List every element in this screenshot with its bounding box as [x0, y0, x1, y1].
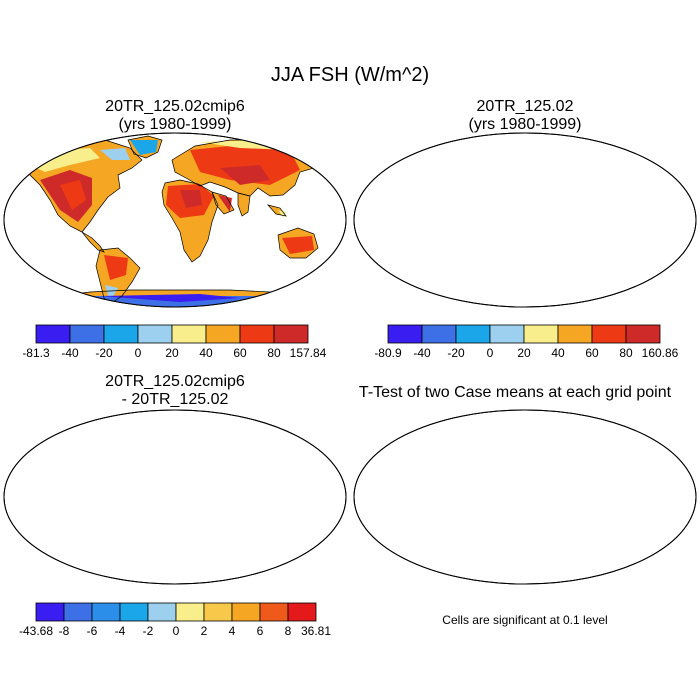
colorbar-swatch: [35, 602, 65, 622]
colorbar-tick-label: -20: [447, 346, 465, 360]
panel-title-line2: (yrs 1980-1999): [118, 116, 232, 133]
colorbar-swatch: [455, 324, 491, 344]
panel-title-line2: - 20TR_125.02: [121, 391, 229, 408]
colorbar-tick-label: -81.3: [22, 346, 50, 360]
colorbar-tick-label: 60: [585, 346, 599, 360]
colorbar-a: -81.3 -40 -20 0 20 40 60 80 157.84: [22, 324, 327, 360]
colorbar-tick-label: -2: [143, 624, 154, 638]
map-panel-d: [353, 409, 697, 585]
panel-title: 20TR_125.02cmip6 - 20TR_125.02: [20, 373, 330, 409]
colorbar-b: -80.9 -40 -20 0 20 40 60 80 160.86: [374, 324, 679, 360]
colorbar-swatch: [421, 324, 457, 344]
colorbar-swatch: [203, 602, 233, 622]
colorbar-swatch: [119, 602, 149, 622]
colorbar-tick-label: -4: [115, 624, 126, 638]
colorbar-tick-label: 20: [165, 346, 179, 360]
panel-title-line1: 20TR_125.02: [476, 98, 574, 115]
significance-note: Cells are significant at 0.1 level: [442, 613, 608, 627]
colorbar-swatch: [625, 324, 661, 344]
colorbar-swatch: [103, 324, 139, 344]
colorbar-swatch: [273, 324, 309, 344]
colorbar-tick-label: -43.68: [19, 624, 53, 638]
colorbar-swatch: [137, 324, 173, 344]
panel-title-line2: (yrs 1980-1999): [468, 116, 582, 133]
colorbar-swatch: [287, 602, 317, 622]
map-panel-b: [353, 132, 697, 308]
colorbar-swatch: [591, 324, 627, 344]
colorbar-swatch: [239, 324, 275, 344]
colorbar-tick-label: 20: [517, 346, 531, 360]
colorbar-swatch: [557, 324, 593, 344]
colorbar-tick-label: 160.86: [642, 346, 679, 360]
colorbar-tick-label: 4: [229, 624, 236, 638]
colorbar-tick-label: 8: [285, 624, 292, 638]
main-title: JJA FSH (W/m^2): [270, 64, 430, 86]
colorbar-tick-label: -20: [95, 346, 113, 360]
colorbar-swatch: [69, 324, 105, 344]
colorbar-swatch: [175, 602, 205, 622]
map-panel-a: [3, 132, 347, 308]
panel-title: 20TR_125.02cmip6 (yrs 1980-1999): [20, 98, 330, 134]
panel-title-line1: 20TR_125.02cmip6: [105, 373, 245, 390]
colorbar-tick-label: 0: [173, 624, 180, 638]
colorbar-c: -43.68 -8 -6 -4 -2 0 2 4 6 8 36.81: [19, 602, 331, 638]
panel-title: T-Test of two Case means at each grid po…: [355, 384, 675, 402]
colorbar-swatch: [91, 602, 121, 622]
colorbar-tick-label: -6: [87, 624, 98, 638]
colorbar-swatch: [387, 324, 423, 344]
colorbar-tick-label: 36.81: [301, 624, 331, 638]
colorbar-tick-label: -40: [413, 346, 431, 360]
colorbar-tick-label: 0: [135, 346, 142, 360]
colorbar-swatch: [259, 602, 289, 622]
colorbar-tick-label: 157.84: [290, 346, 327, 360]
panel-title: 20TR_125.02 (yrs 1980-1999): [370, 98, 680, 134]
colorbar-tick-label: 6: [257, 624, 264, 638]
colorbar-swatch: [231, 602, 261, 622]
colorbar-tick-label: 0: [487, 346, 494, 360]
colorbar-tick-label: 40: [551, 346, 565, 360]
colorbar-swatch: [489, 324, 525, 344]
colorbar-swatch: [171, 324, 207, 344]
panel-title-line1: 20TR_125.02cmip6: [105, 98, 245, 115]
colorbar-tick-label: 80: [267, 346, 281, 360]
colorbar-tick-label: -80.9: [374, 346, 402, 360]
colorbar-swatch: [63, 602, 93, 622]
map-panel-c: [3, 409, 347, 585]
colorbar-tick-label: 60: [233, 346, 247, 360]
colorbar-swatch: [205, 324, 241, 344]
panel-title-line1: T-Test of two Case means at each grid po…: [358, 384, 672, 401]
colorbar-tick-label: -8: [59, 624, 70, 638]
colorbar-swatch: [523, 324, 559, 344]
colorbar-tick-label: 2: [201, 624, 208, 638]
colorbar-tick-label: 40: [199, 346, 213, 360]
colorbar-tick-label: 80: [619, 346, 633, 360]
colorbar-swatch: [147, 602, 177, 622]
colorbar-tick-label: -40: [61, 346, 79, 360]
colorbar-swatch: [35, 324, 71, 344]
